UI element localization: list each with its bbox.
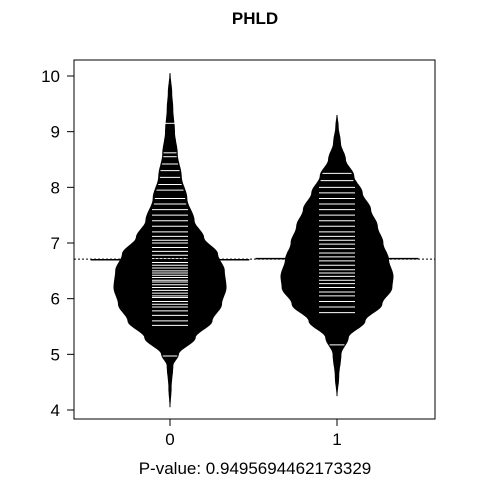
y-tick-label: 9 — [51, 123, 60, 142]
x-tick-label: 1 — [332, 430, 341, 449]
bean-1 — [280, 114, 394, 397]
y-tick-label: 4 — [51, 401, 60, 420]
y-tick-label: 8 — [51, 178, 60, 197]
x-tick-label: 0 — [165, 430, 174, 449]
mean-lines — [74, 257, 435, 261]
y-tick-label: 6 — [51, 290, 60, 309]
bean-shape — [280, 114, 394, 397]
beans — [113, 73, 394, 408]
chart-title: PHLD — [232, 9, 278, 28]
bean-0 — [113, 73, 227, 408]
x-axis-label: P-value: 0.9495694462173329 — [139, 459, 372, 478]
y-tick-label: 5 — [51, 345, 60, 364]
y-tick-label: 10 — [41, 67, 60, 86]
y-axis: 4 5 6 7 8 9 10 — [41, 67, 75, 420]
y-tick-label: 7 — [51, 234, 60, 253]
